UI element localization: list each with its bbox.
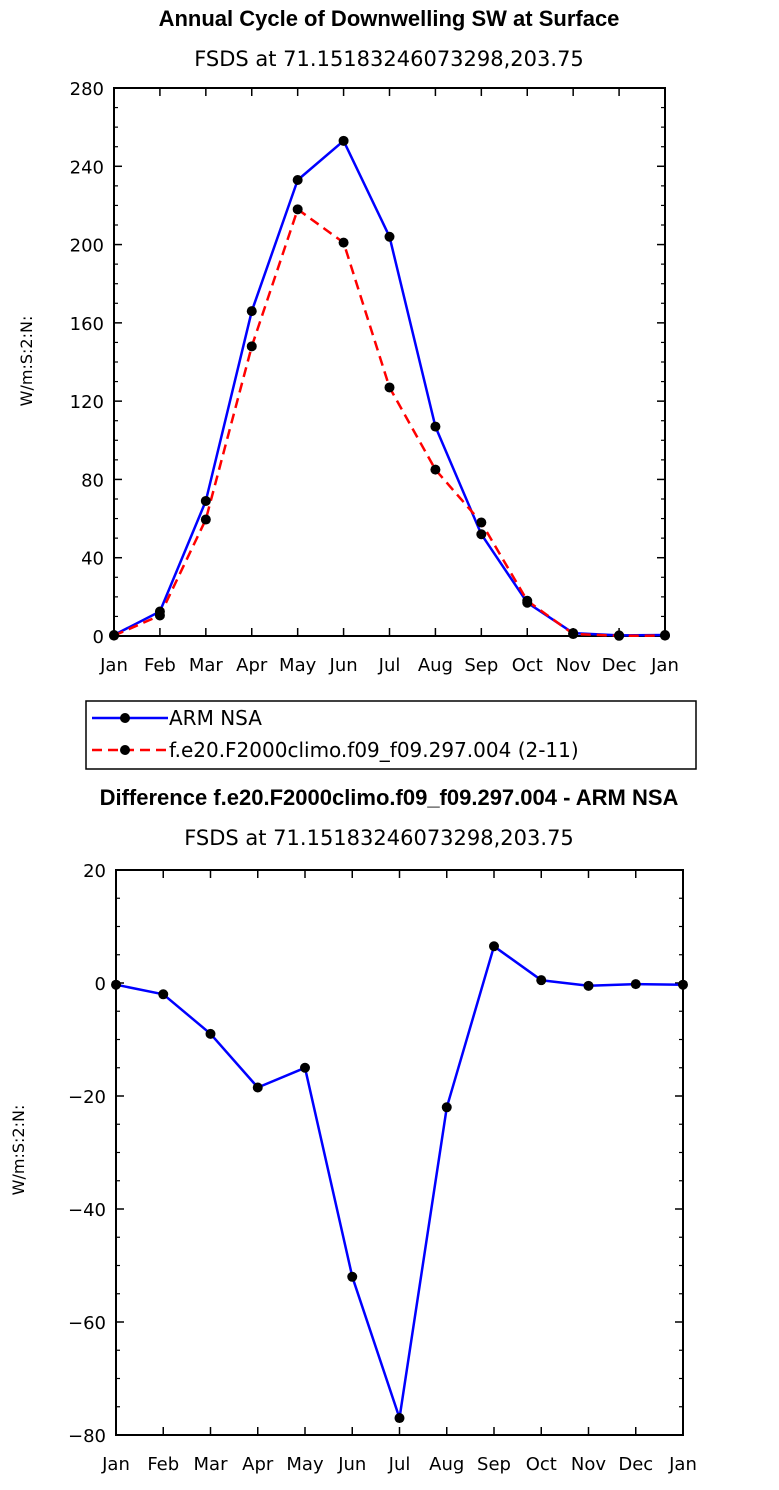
chart2-series-0-point xyxy=(489,941,499,952)
chart2-series-0-point xyxy=(441,1102,452,1113)
chart1-series-1-point xyxy=(200,514,211,525)
chart1-xtick-label: Jan xyxy=(650,655,679,676)
chart2-plot-frame xyxy=(115,869,684,1436)
chart2-xtick-label: Dec xyxy=(618,1454,653,1475)
chart2-series-0-point xyxy=(300,1062,310,1073)
chart2-xtick-label: Nov xyxy=(571,1454,606,1475)
chart2-series-0-point xyxy=(678,979,688,990)
chart1-series-0-point xyxy=(292,174,303,185)
chart2-xtick-label: Jan xyxy=(668,1454,697,1475)
chart1-xtick-label: Feb xyxy=(144,655,176,676)
chart-difference: Difference f.e20.F2000climo.f09_f09.297.… xyxy=(9,785,697,1475)
chart2-xtick-label: Feb xyxy=(147,1454,179,1475)
chart2-series-0-point xyxy=(583,980,594,991)
chart1-series-0-point xyxy=(430,421,441,432)
chart1-series-1-point xyxy=(430,464,441,475)
chart1-xtick-label: Oct xyxy=(512,655,543,676)
chart2-xtick-label: Jan xyxy=(101,1454,130,1475)
chart1-xtick-label: Sep xyxy=(464,655,498,676)
chart1-ytick-label: 0 xyxy=(93,627,104,648)
chart1-xtick-label: May xyxy=(279,655,317,676)
chart1-series-0-point xyxy=(476,529,487,540)
chart2-ytick-label: −60 xyxy=(68,1313,106,1334)
chart1-series-0-point xyxy=(384,231,395,242)
legend: ARM NSA f.e20.F2000climo.f09_f09.297.004… xyxy=(85,700,697,770)
chart2-series-0-point xyxy=(158,989,169,1000)
chart1-series-0-point xyxy=(338,135,349,146)
chart1-series-1-point xyxy=(660,630,670,641)
chart1-series-0-point xyxy=(200,495,211,506)
chart2-series-0-line xyxy=(115,945,684,1420)
legend-marker-model xyxy=(120,745,130,755)
chart2-ylabel: W/m:S:2:N: xyxy=(9,1105,28,1196)
chart1-series-1-point xyxy=(154,610,165,621)
chart1-xtick-label: Apr xyxy=(236,655,268,676)
chart2-ytick-label: 20 xyxy=(83,861,106,882)
chart1-series-1-point xyxy=(292,204,303,215)
chart1-series-1-point xyxy=(246,341,257,352)
chart2-xtick-label: Sep xyxy=(477,1454,511,1475)
chart1-series-1-point xyxy=(614,630,625,641)
chart2-series-0-point xyxy=(205,1028,216,1039)
chart1-series xyxy=(109,135,670,641)
chart1-ytick-label: 200 xyxy=(70,236,104,257)
chart1-series-1-point xyxy=(384,382,395,393)
chart2-series-0-point xyxy=(630,979,641,990)
chart2-series-0-point xyxy=(394,1413,405,1424)
chart2-xtick-label: Oct xyxy=(526,1454,557,1475)
chart2-series-0-point xyxy=(111,979,121,990)
chart1-ytick-label: 280 xyxy=(70,79,104,100)
legend-box xyxy=(85,700,697,770)
chart2-ytick-label: −80 xyxy=(68,1426,106,1447)
chart1-subtitle: FSDS at 71.15183246073298,203.75 xyxy=(194,47,584,71)
legend-label-arm-nsa: ARM NSA xyxy=(169,706,262,730)
chart1-series-1-line xyxy=(113,208,666,638)
chart1-series-1-point xyxy=(476,517,487,528)
chart1-ytick-label: 240 xyxy=(70,157,104,178)
legend-marker-arm-nsa xyxy=(120,713,130,723)
chart1-series-1-point xyxy=(109,630,119,641)
chart1-plot-frame xyxy=(113,87,666,637)
chart1-series-1-point xyxy=(338,237,349,248)
chart1-ytick-label: 120 xyxy=(70,392,104,413)
chart1-axes: Jan Feb Mar Apr May Jun Jul Aug Sep Oct Nov Dec Jan 0… xyxy=(70,79,679,676)
chart2-ytick-label: −20 xyxy=(68,1087,106,1108)
chart2-xtick-label: May xyxy=(286,1454,324,1475)
chart2-ytick-label: −40 xyxy=(68,1200,106,1221)
chart1-xtick-label: Dec xyxy=(602,655,637,676)
chart2-axes: Jan Feb Mar Apr May Jun Jul Aug Sep Oct Nov Dec Jan −… xyxy=(68,861,697,1475)
chart1-ylabel: W/m:S:2:N: xyxy=(17,316,36,407)
chart1-xtick-label: Mar xyxy=(189,655,224,676)
chart2-series-0-point xyxy=(252,1082,263,1093)
chart1-xtick-label: Jul xyxy=(378,655,401,676)
chart1-ytick-label: 80 xyxy=(81,470,104,491)
legend-label-model: f.e20.F2000climo.f09_f09.297.004 (2-11) xyxy=(169,738,579,762)
chart2-ytick-label: 0 xyxy=(95,974,106,995)
chart1-xtick-label: Nov xyxy=(556,655,591,676)
chart1-xtick-label: Jun xyxy=(329,655,358,676)
chart1-xtick-label: Jan xyxy=(99,655,128,676)
chart2-title: Difference f.e20.F2000climo.f09_f09.297.… xyxy=(100,785,679,810)
chart2-xtick-label: Apr xyxy=(242,1454,274,1475)
chart1-title: Annual Cycle of Downwelling SW at Surfac… xyxy=(159,6,620,31)
chart1-ytick-label: 160 xyxy=(70,314,104,335)
chart2-xtick-label: Jun xyxy=(337,1454,366,1475)
chart2-series-0-point xyxy=(347,1271,358,1282)
chart2-xtick-label: Jul xyxy=(388,1454,411,1475)
chart2-subtitle: FSDS at 71.15183246073298,203.75 xyxy=(184,826,574,850)
chart1-xtick-label: Aug xyxy=(418,655,453,676)
chart2-series-0-point xyxy=(536,975,547,986)
chart1-series-1-point xyxy=(568,629,579,640)
chart-annual-cycle: Annual Cycle of Downwelling SW at Surfac… xyxy=(17,6,679,676)
chart1-ytick-label: 40 xyxy=(81,549,104,570)
chart2-xtick-label: Mar xyxy=(194,1454,229,1475)
chart2-xtick-label: Aug xyxy=(429,1454,464,1475)
chart2-series xyxy=(111,941,688,1424)
chart1-series-0-point xyxy=(246,306,257,317)
chart1-series-1-point xyxy=(522,595,533,606)
